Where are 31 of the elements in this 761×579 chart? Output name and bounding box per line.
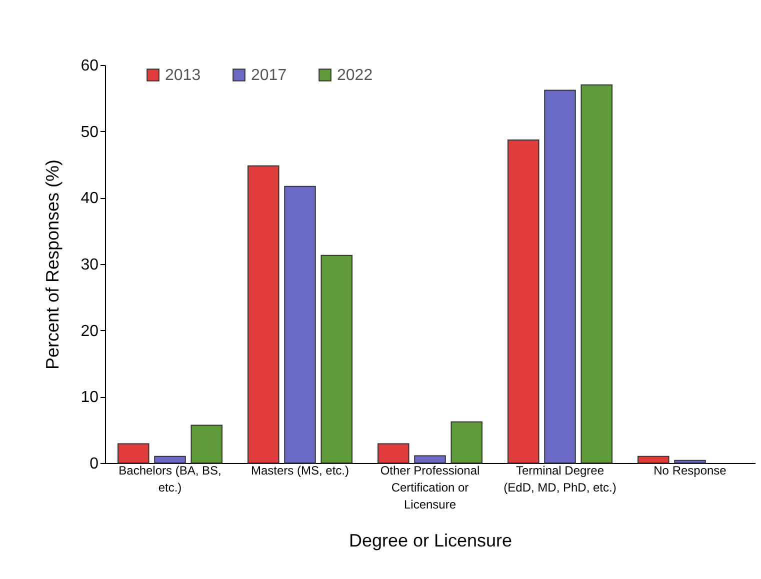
- y-tick-label: 60: [80, 58, 99, 74]
- bar: [284, 186, 316, 464]
- y-tick-label: 50: [80, 124, 99, 141]
- bar: [190, 424, 222, 464]
- y-tick-label: 40: [80, 190, 99, 208]
- x-tick-label: Masters (MS, etc.): [250, 464, 350, 478]
- y-tick-label: 0: [90, 456, 99, 472]
- bar: [674, 460, 706, 464]
- bar: [580, 84, 612, 464]
- bar: [154, 456, 186, 464]
- y-tick-label: 10: [80, 389, 99, 406]
- x-tick-label: Terminal Degree (EdD, MD, PhD, etc.): [504, 464, 616, 494]
- legend-label: 2013: [165, 67, 201, 84]
- bar: [118, 443, 150, 464]
- x-tick-label: Other Professional Certification or Licensure: [380, 464, 480, 512]
- bar: [248, 165, 280, 464]
- y-tick-label: 30: [80, 256, 99, 274]
- legend-label: 2022: [337, 67, 373, 84]
- bar: [544, 90, 576, 464]
- bar: [378, 443, 410, 464]
- bar: [414, 455, 446, 464]
- y-axis-title: Percent of Responses (%): [42, 159, 63, 370]
- x-axis-title: Degree or Licensure: [348, 530, 512, 550]
- legend-label: 2017: [251, 67, 287, 84]
- bar: [320, 254, 352, 464]
- bar: [450, 421, 482, 464]
- x-tick-label: Bachelors (BA, BS, etc.): [118, 464, 222, 494]
- bar: [508, 139, 540, 464]
- bar: [638, 456, 670, 464]
- y-tick-label: 20: [80, 322, 99, 340]
- x-tick-label: No Response: [654, 464, 727, 478]
